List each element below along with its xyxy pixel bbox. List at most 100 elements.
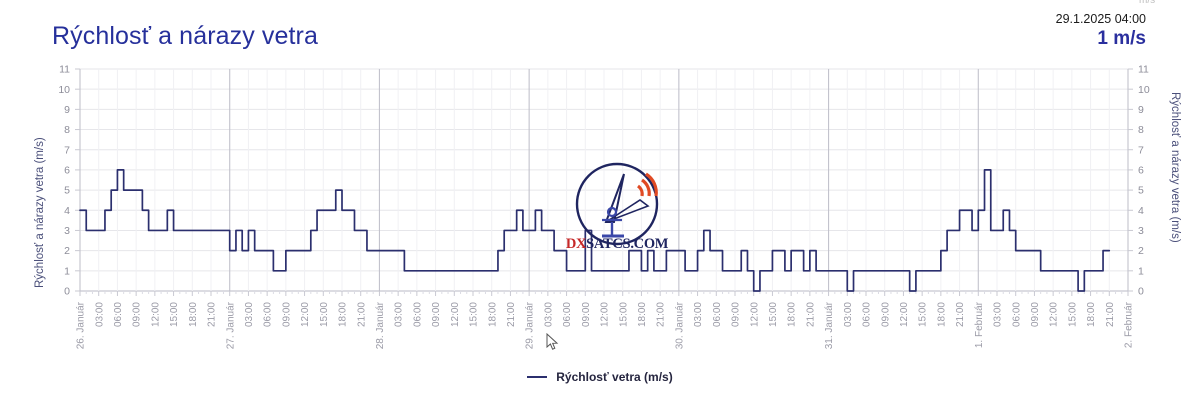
chart-legend: Rýchlosť vetra (m/s): [0, 370, 1200, 384]
svg-text:15:00: 15:00: [618, 302, 629, 327]
svg-text:21:00: 21:00: [805, 302, 816, 327]
svg-text:10: 10: [58, 84, 70, 96]
svg-text:30. Január: 30. Január: [674, 301, 685, 349]
wind-speed-line: [79, 169, 1111, 292]
svg-text:1. Február: 1. Február: [974, 301, 985, 348]
clipped-top-text: m/s: [1139, 0, 1156, 6]
svg-text:03:00: 03:00: [394, 302, 405, 327]
svg-text:8: 8: [64, 124, 70, 136]
svg-text:09:00: 09:00: [731, 302, 742, 327]
svg-text:4: 4: [1138, 205, 1144, 217]
svg-text:15:00: 15:00: [918, 302, 929, 327]
svg-text:7: 7: [64, 144, 70, 156]
svg-text:06:00: 06:00: [712, 302, 723, 327]
svg-text:18:00: 18:00: [787, 302, 798, 327]
svg-text:31. Január: 31. Január: [824, 301, 835, 349]
svg-text:15:00: 15:00: [1067, 302, 1078, 327]
svg-text:06:00: 06:00: [862, 302, 873, 327]
svg-text:21:00: 21:00: [356, 302, 367, 327]
svg-text:6: 6: [1138, 165, 1144, 177]
readout-timestamp: 29.1.2025 04:00: [1055, 12, 1146, 26]
svg-text:12:00: 12:00: [600, 302, 611, 327]
page-title: Rýchlosť a nárazy vetra: [52, 22, 318, 50]
svg-text:12:00: 12:00: [150, 302, 161, 327]
svg-text:06:00: 06:00: [113, 302, 124, 327]
svg-text:06:00: 06:00: [1011, 302, 1022, 327]
svg-text:1: 1: [64, 265, 70, 277]
svg-text:2: 2: [1138, 245, 1144, 257]
svg-text:18:00: 18:00: [338, 302, 349, 327]
svg-text:03:00: 03:00: [993, 302, 1004, 327]
svg-text:09:00: 09:00: [281, 302, 292, 327]
svg-text:12:00: 12:00: [450, 302, 461, 327]
svg-text:21:00: 21:00: [656, 302, 667, 327]
svg-text:09:00: 09:00: [132, 302, 143, 327]
y-axis-right-labels: 0 1 2 3 4 5 6 7 8 9 10 11: [1138, 64, 1150, 298]
x-axis-labels: 26. Január 03:00 06:00 09:00 12:00 15:00 18:00…: [76, 301, 1135, 349]
svg-text:0: 0: [64, 286, 70, 298]
svg-text:06:00: 06:00: [562, 302, 573, 327]
svg-text:15:00: 15:00: [319, 302, 330, 327]
svg-text:0: 0: [1138, 286, 1144, 298]
svg-text:7: 7: [1138, 144, 1144, 156]
svg-text:21:00: 21:00: [955, 302, 966, 327]
svg-text:03:00: 03:00: [693, 302, 704, 327]
svg-text:12:00: 12:00: [899, 302, 910, 327]
svg-text:21:00: 21:00: [1105, 302, 1116, 327]
svg-text:15:00: 15:00: [469, 302, 480, 327]
legend-swatch: [527, 375, 548, 379]
svg-text:18:00: 18:00: [637, 302, 648, 327]
svg-text:11: 11: [1138, 64, 1149, 76]
readout-value: 1 m/s: [1097, 28, 1146, 49]
svg-text:9: 9: [64, 104, 70, 116]
gridlines: [79, 68, 1129, 292]
mouse-cursor-icon: [546, 333, 559, 350]
svg-text:03:00: 03:00: [543, 302, 554, 327]
x-axis-ticks: [79, 291, 1129, 296]
svg-text:15:00: 15:00: [768, 302, 779, 327]
svg-text:12:00: 12:00: [300, 302, 311, 327]
y-axis-right-title: Rýchlosť a nárazy vetra (m/s): [1169, 92, 1181, 243]
svg-text:5: 5: [1138, 185, 1144, 197]
svg-text:5: 5: [64, 185, 70, 197]
svg-text:03:00: 03:00: [244, 302, 255, 327]
svg-text:18:00: 18:00: [1086, 302, 1097, 327]
svg-text:12:00: 12:00: [749, 302, 760, 327]
svg-text:18:00: 18:00: [936, 302, 947, 327]
svg-text:6: 6: [64, 165, 70, 177]
svg-text:12:00: 12:00: [1049, 302, 1060, 327]
svg-text:09:00: 09:00: [431, 302, 442, 327]
svg-text:8: 8: [1138, 124, 1144, 136]
svg-text:09:00: 09:00: [880, 302, 891, 327]
svg-text:28. Január: 28. Január: [375, 301, 386, 349]
svg-text:2: 2: [64, 245, 70, 257]
svg-text:2. Február: 2. Február: [1124, 301, 1135, 348]
svg-text:11: 11: [59, 64, 70, 76]
svg-text:4: 4: [64, 205, 70, 217]
svg-text:3: 3: [1138, 225, 1144, 237]
svg-text:27. Január: 27. Január: [225, 301, 236, 349]
svg-text:21:00: 21:00: [506, 302, 517, 327]
y-axis-left-title: Rýchlosť a nárazy vetra (m/s): [34, 137, 46, 288]
svg-text:18:00: 18:00: [188, 302, 199, 327]
svg-text:06:00: 06:00: [263, 302, 274, 327]
svg-text:9: 9: [1138, 104, 1144, 116]
svg-text:03:00: 03:00: [843, 302, 854, 327]
svg-text:03:00: 03:00: [94, 302, 105, 327]
svg-text:06:00: 06:00: [412, 302, 423, 327]
svg-text:21:00: 21:00: [207, 302, 218, 327]
svg-text:09:00: 09:00: [1030, 302, 1041, 327]
svg-text:1: 1: [1138, 265, 1144, 277]
legend-label: Rýchlosť vetra (m/s): [556, 370, 673, 384]
svg-text:29. Január: 29. Január: [525, 301, 536, 349]
svg-text:3: 3: [64, 225, 70, 237]
svg-text:10: 10: [1138, 84, 1150, 96]
y-axis-left-labels: 0 1 2 3 4 5 6 7 8 9 10 11: [58, 64, 70, 298]
current-readout: 29.1.2025 04:00 1 m/s: [1056, 12, 1146, 49]
svg-text:15:00: 15:00: [169, 302, 180, 327]
svg-text:18:00: 18:00: [487, 302, 498, 327]
y-axis-left-ticks: [75, 68, 1133, 292]
